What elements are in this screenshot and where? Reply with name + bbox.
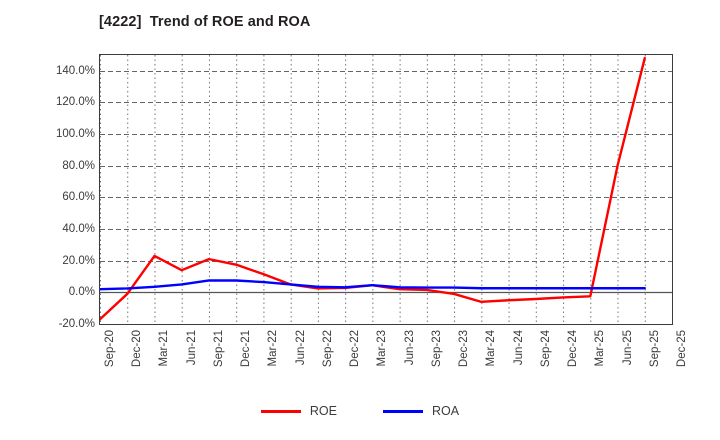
y-axis-tick-label: 20.0% — [62, 254, 95, 267]
series-line-roe — [100, 56, 646, 321]
y-axis-tick-label: 0.0% — [68, 286, 95, 299]
x-axis-tick-label: Mar-21 — [158, 330, 171, 367]
x-axis-tick-label: Jun-22 — [294, 330, 307, 366]
legend-item-roa: ROA — [383, 404, 459, 418]
x-axis-tick-label: Sep-20 — [104, 330, 116, 368]
x-axis-tick-label: Mar-24 — [485, 330, 498, 367]
y-axis-tick-label: 40.0% — [62, 223, 95, 236]
x-axis-labels: Sep-20 Dec-20 Mar-21 Jun-21 Sep-21 Dec-21 Mar-… — [99, 330, 688, 400]
legend-swatch-roa — [383, 409, 423, 413]
x-axis-tick-label: Sep-25 — [648, 330, 661, 368]
x-axis-tick-label: Sep-21 — [212, 330, 225, 368]
x-axis-tick-label: Jun-23 — [403, 330, 416, 366]
x-axis-tick-label: Jun-25 — [621, 330, 634, 366]
x-axis-tick-label: Dec-22 — [349, 330, 362, 368]
x-axis-tick-label: Sep-24 — [539, 330, 552, 368]
x-axis-tick-label: Dec-23 — [458, 330, 471, 368]
y-axis-tick-label: 60.0% — [62, 191, 95, 204]
x-axis-tick-label: Dec-21 — [240, 330, 253, 368]
y-axis-tick-label: 80.0% — [62, 159, 95, 172]
x-axis-tick-label: Dec-24 — [567, 330, 580, 368]
legend-label-roe: ROE — [309, 404, 337, 418]
y-axis-tick-label: 120.0% — [55, 96, 95, 109]
x-axis-tick-label: Jun-21 — [185, 330, 198, 366]
data-series — [100, 56, 646, 321]
y-axis-labels: -20.0% 0.0% 20.0% 40.0% 60.0% 80.0% 100.0% 120.… — [0, 54, 95, 330]
x-axis-tick-label: Mar-25 — [594, 330, 607, 367]
x-axis-tick-label: Dec-20 — [131, 330, 144, 368]
legend-item-roe: ROE — [260, 404, 337, 418]
y-axis-tick-label: -20.0% — [58, 318, 95, 330]
plot-svg — [100, 55, 672, 324]
x-axis-tick-label: Sep-23 — [430, 330, 443, 368]
x-axis-tick-label: Mar-22 — [267, 330, 280, 367]
legend-swatch-roe — [260, 409, 301, 413]
plot-area — [99, 54, 673, 325]
y-axis-tick-label: 140.0% — [55, 64, 95, 77]
x-axis-tick-label: Sep-22 — [321, 330, 334, 368]
chart-legend: ROE ROA — [0, 404, 720, 418]
series-line-roa — [100, 279, 646, 291]
legend-label-roa: ROA — [432, 404, 460, 418]
x-axis-tick-label: Jun-24 — [512, 330, 525, 366]
x-axis-tick-label: Mar-23 — [376, 330, 389, 367]
y-axis-tick-label: 100.0% — [55, 128, 95, 141]
chart-title: [4222] Trend of ROE and ROA — [99, 14, 311, 30]
x-axis-tick-label: Dec-25 — [676, 330, 688, 368]
